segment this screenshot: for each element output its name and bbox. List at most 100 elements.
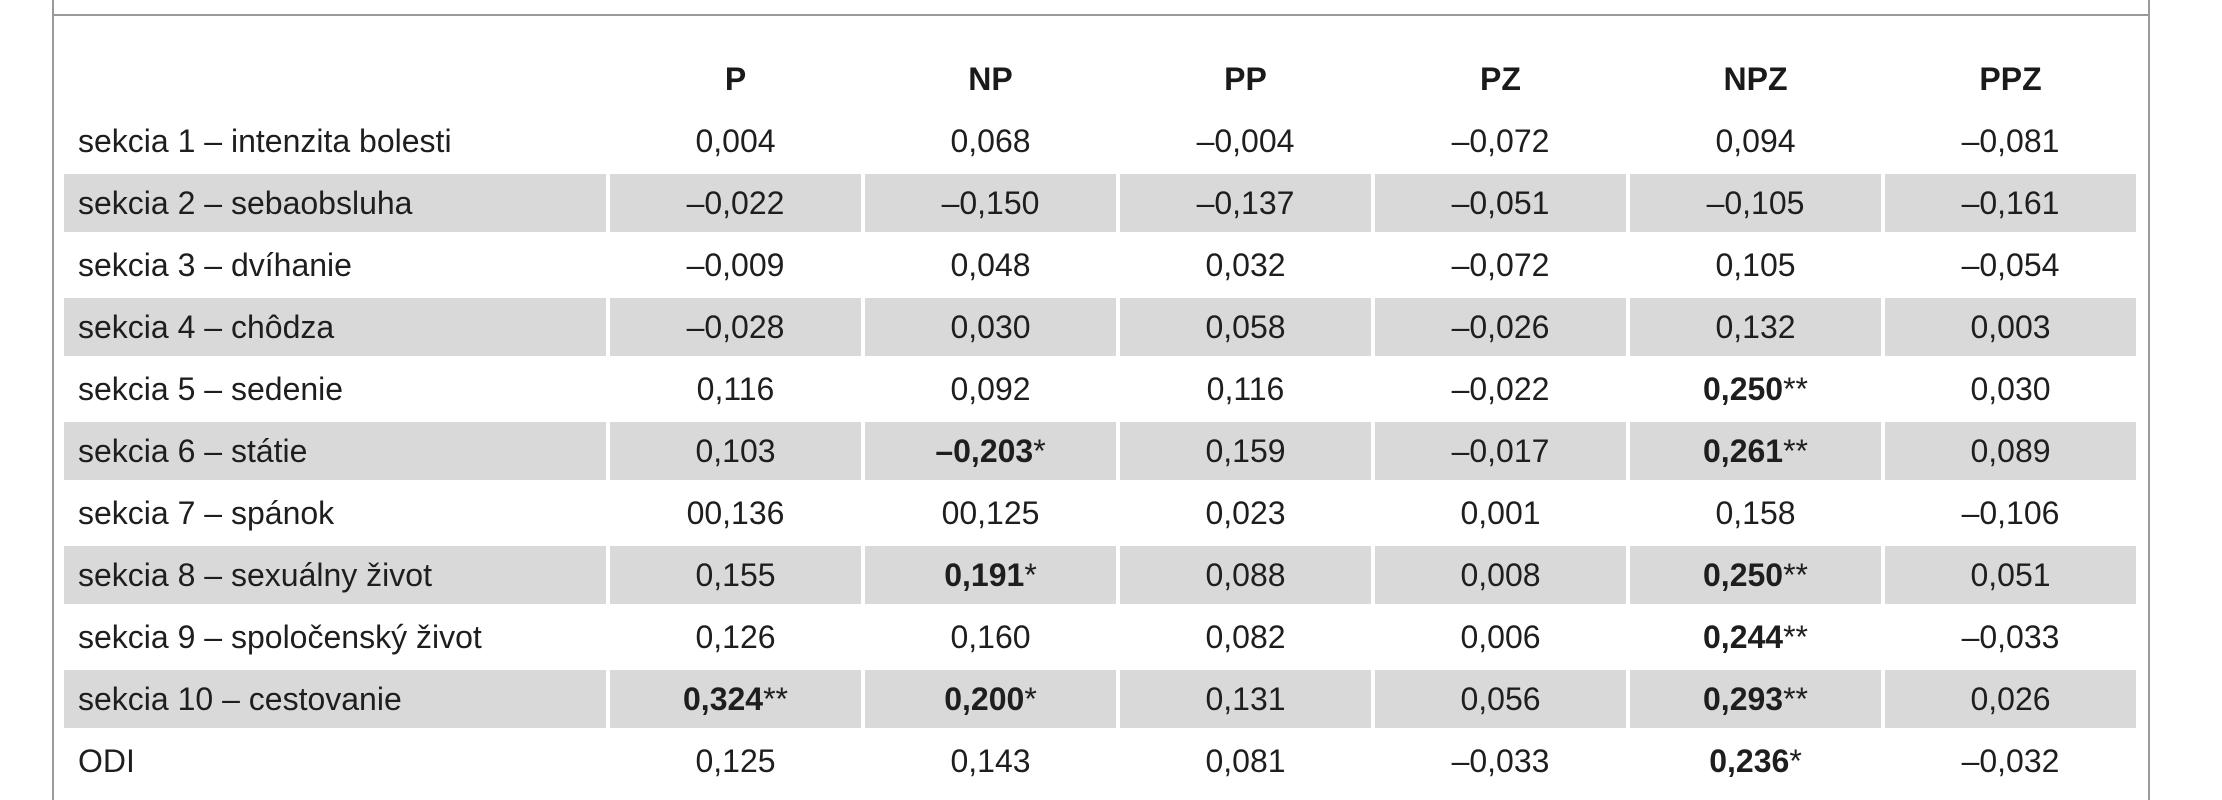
table-cell: 0,125 xyxy=(610,732,861,790)
table-row: sekcia 7 – spánok 00,136 00,125 0,023 0,001 0… xyxy=(64,484,2136,542)
table-cell: –0,072 xyxy=(1375,112,1626,170)
row-label: sekcia 7 – spánok xyxy=(78,495,335,531)
cell-value: 0,068 xyxy=(950,123,1031,159)
cell-value: 0,048 xyxy=(950,247,1031,283)
cell-value: –0,009 xyxy=(686,247,785,283)
cell-value: 0,008 xyxy=(1460,557,1541,593)
table-row: sekcia 10 – cestovanie 0,324** 0,200* 0,131… xyxy=(64,670,2136,728)
cell-value: 0,125 xyxy=(695,743,776,779)
table-cell: 0,126 xyxy=(610,608,861,666)
table-cell: 0,032 xyxy=(1120,236,1371,294)
table-cell: 0,030 xyxy=(1885,360,2136,418)
cell-value: –0,203 xyxy=(935,433,1034,469)
table-cell: 0,023 xyxy=(1120,484,1371,542)
row-label: sekcia 8 – sexuálny život xyxy=(64,546,606,604)
table-row: sekcia 9 – spoločenský život 0,126 0,160 0,… xyxy=(64,608,2136,666)
table-cell: –0,150 xyxy=(865,174,1116,232)
table-cell: 0,261** xyxy=(1630,422,1881,480)
cell-value: –0,033 xyxy=(1961,619,2060,655)
table-cell: 0,058 xyxy=(1120,298,1371,356)
table-cell: 0,131 xyxy=(1120,670,1371,728)
table-row: sekcia 3 – dvíhanie –0,009 0,048 0,032 –0,07… xyxy=(64,236,2136,294)
table-cell: –0,137 xyxy=(1120,174,1371,232)
cell-value: 0,001 xyxy=(1460,495,1541,531)
significance-marker: ** xyxy=(1783,371,1808,407)
table-cell: 0,103 xyxy=(610,422,861,480)
table-cell: 0,056 xyxy=(1375,670,1626,728)
cell-value: –0,051 xyxy=(1451,185,1550,221)
row-label: ODI xyxy=(78,743,135,779)
row-label: sekcia 1 – intenzita bolesti xyxy=(78,123,452,159)
cell-value: 0,023 xyxy=(1205,495,1286,531)
table-cell: 0,191* xyxy=(865,546,1116,604)
cell-value: 0,143 xyxy=(950,743,1031,779)
cell-value: –0,004 xyxy=(1196,123,1295,159)
significance-marker: * xyxy=(1789,743,1802,779)
cell-value: 0,103 xyxy=(695,433,776,469)
significance-marker: * xyxy=(1033,433,1046,469)
cell-value: 0,004 xyxy=(695,123,776,159)
cell-value: 0,159 xyxy=(1205,433,1286,469)
table-row: sekcia 8 – sexuálny život 0,155 0,191* 0,08… xyxy=(64,546,2136,604)
table-cell: 0,008 xyxy=(1375,546,1626,604)
cell-value: –0,150 xyxy=(941,185,1040,221)
table-row: sekcia 5 – sedenie 0,116 0,092 0,116 –0,022 0… xyxy=(64,360,2136,418)
cell-value: –0,054 xyxy=(1961,247,2060,283)
table-cell: 0,092 xyxy=(865,360,1116,418)
cell-value: –0,026 xyxy=(1451,309,1550,345)
table-cell: 0,048 xyxy=(865,236,1116,294)
top-rule xyxy=(52,14,2150,16)
cell-value: 0,026 xyxy=(1970,681,2051,717)
table-cell: 0,003 xyxy=(1885,298,2136,356)
table-cell: 0,155 xyxy=(610,546,861,604)
header-npz: NPZ xyxy=(1723,61,1788,97)
cell-value: 0,105 xyxy=(1715,247,1796,283)
table-cell: –0,203* xyxy=(865,422,1116,480)
cell-value: 0,250 xyxy=(1703,557,1784,593)
cell-value: 0,261 xyxy=(1703,433,1784,469)
cell-value: 0,032 xyxy=(1205,247,1286,283)
cell-value: 0,006 xyxy=(1460,619,1541,655)
header-pp: PP xyxy=(1224,61,1267,97)
table-cell: –0,106 xyxy=(1885,484,2136,542)
cell-value: –0,022 xyxy=(1451,371,1550,407)
row-label: sekcia 3 – dvíhanie xyxy=(78,247,352,283)
table-cell: 0,001 xyxy=(1375,484,1626,542)
cell-value: –0,017 xyxy=(1451,433,1550,469)
row-label: sekcia 9 – spoločenský život xyxy=(78,619,482,655)
table-cell: –0,051 xyxy=(1375,174,1626,232)
cell-value: 0,081 xyxy=(1205,743,1286,779)
table-cell: –0,033 xyxy=(1375,732,1626,790)
cell-value: 0,088 xyxy=(1205,557,1286,593)
cell-value: –0,161 xyxy=(1961,185,2060,221)
table-cell: –0,033 xyxy=(1885,608,2136,666)
cell-value: 0,058 xyxy=(1205,309,1286,345)
cell-value: –0,137 xyxy=(1196,185,1295,221)
table-cell: 00,125 xyxy=(865,484,1116,542)
cell-value: 0,236 xyxy=(1709,743,1790,779)
correlation-table: P NP PP PZ NPZ PPZ sekcia 1 – intenzita … xyxy=(60,46,2140,794)
table-cell: –0,017 xyxy=(1375,422,1626,480)
cell-value: –0,081 xyxy=(1961,123,2060,159)
table-cell: –0,028 xyxy=(610,298,861,356)
table-row: sekcia 2 – sebaobsluha –0,022 –0,150 –0,137… xyxy=(64,174,2136,232)
table-cell: 0,160 xyxy=(865,608,1116,666)
cell-value: 0,003 xyxy=(1970,309,2051,345)
cell-value: –0,072 xyxy=(1451,123,1550,159)
table-cell: 0,116 xyxy=(1120,360,1371,418)
row-label: sekcia 4 – chôdza xyxy=(64,298,606,356)
significance-marker: ** xyxy=(1783,619,1808,655)
table-cell: 0,068 xyxy=(865,112,1116,170)
cell-value: –0,106 xyxy=(1961,495,2060,531)
significance-marker: * xyxy=(1024,557,1037,593)
table-row: sekcia 1 – intenzita bolesti 0,004 0,068 –0… xyxy=(64,112,2136,170)
cell-value: 0,160 xyxy=(950,619,1031,655)
row-label: sekcia 6 – státie xyxy=(64,422,606,480)
table-row: sekcia 6 – státie 0,103 –0,203* 0,159 –0,017… xyxy=(64,422,2136,480)
cell-value: 0,250 xyxy=(1703,371,1784,407)
table-row: sekcia 4 – chôdza –0,028 0,030 0,058 –0,026 0… xyxy=(64,298,2136,356)
cell-value: 0,056 xyxy=(1460,681,1541,717)
table-cell: 0,051 xyxy=(1885,546,2136,604)
cell-value: 00,125 xyxy=(941,495,1040,531)
significance-marker: ** xyxy=(763,681,788,717)
